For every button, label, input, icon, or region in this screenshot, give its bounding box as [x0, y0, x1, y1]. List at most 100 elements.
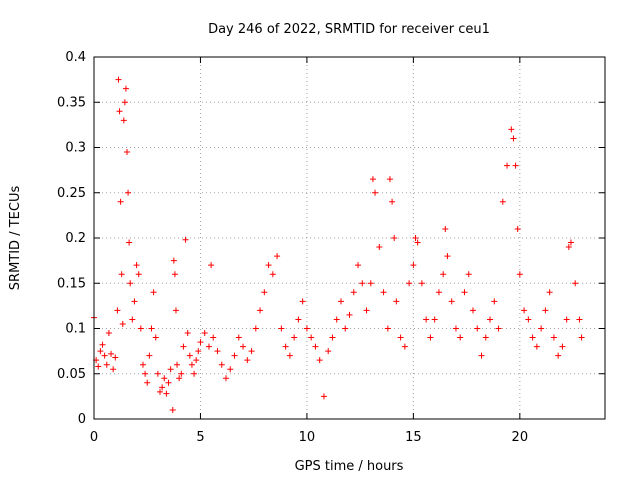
data-point [367, 280, 374, 287]
data-point [124, 149, 131, 156]
data-point [372, 189, 379, 196]
data-point [333, 316, 340, 323]
data-point [514, 225, 521, 232]
data-point [355, 262, 362, 269]
data-point [565, 244, 572, 251]
data-point [101, 352, 108, 359]
data-point [299, 298, 306, 305]
data-point [295, 316, 302, 323]
data-point [116, 108, 123, 115]
data-point [235, 334, 242, 341]
data-point [510, 135, 517, 142]
data-point [442, 225, 449, 232]
x-axis-label: GPS time / hours [295, 459, 404, 474]
data-point [412, 235, 419, 241]
data-point [525, 316, 532, 323]
y-tick-label: 0.35 [57, 95, 86, 110]
data-point [559, 343, 566, 350]
y-tick-label: 0.05 [57, 367, 86, 382]
data-point [478, 352, 485, 359]
data-point [218, 361, 225, 368]
data-point [137, 325, 144, 332]
data-point [440, 271, 447, 278]
data-point [563, 316, 570, 323]
y-tick-label: 0 [78, 412, 86, 427]
data-point [231, 352, 238, 359]
data-point [133, 262, 140, 269]
data-point [567, 239, 574, 246]
data-point [223, 375, 230, 382]
data-point [126, 239, 133, 246]
data-point [346, 311, 353, 318]
data-point [157, 388, 164, 395]
data-point [389, 198, 396, 205]
data-point [248, 348, 255, 355]
data-point [542, 307, 549, 314]
data-point [529, 334, 536, 341]
data-point [214, 348, 221, 355]
data-point [269, 271, 276, 278]
data-point [201, 330, 208, 337]
data-point [508, 126, 515, 133]
data-point [363, 307, 370, 314]
y-tick-label: 0.15 [57, 276, 86, 291]
data-point [469, 307, 476, 314]
data-point [165, 379, 172, 386]
axis-ticks: 0 0.05 0.1 0.15 0.2 0.25 0.3 0.35 0.4 0 5 10 15 20 [57, 50, 605, 445]
data-point [265, 262, 272, 269]
x-tick-label: 0 [90, 430, 98, 445]
data-point [118, 271, 125, 278]
y-axis-label: SRMTID / TECUs [8, 186, 23, 291]
data-point [401, 343, 408, 350]
data-point [521, 307, 528, 314]
data-point [452, 325, 459, 332]
data-point [184, 330, 191, 337]
data-point [261, 289, 268, 296]
data-point [114, 307, 121, 314]
data-point [193, 357, 200, 364]
data-point [172, 307, 179, 314]
data-point [495, 325, 502, 332]
data-point [186, 352, 193, 359]
x-tick-label: 15 [405, 430, 422, 445]
data-point [142, 370, 149, 377]
y-tick-label: 0.1 [65, 322, 86, 337]
data-point [110, 366, 117, 373]
data-point [369, 176, 376, 183]
data-point [282, 343, 289, 350]
data-point [171, 271, 178, 278]
data-point [135, 271, 142, 278]
data-point [578, 334, 585, 341]
data-point [286, 352, 293, 359]
data-point [457, 334, 464, 341]
data-point [410, 262, 417, 269]
y-tick-label: 0.3 [65, 141, 86, 156]
x-tick-label: 20 [512, 430, 529, 445]
data-point [97, 348, 104, 355]
data-point [576, 316, 583, 323]
data-point [154, 370, 161, 377]
data-point [139, 361, 146, 368]
data-point [546, 289, 553, 296]
data-point [291, 334, 298, 341]
data-point [325, 348, 332, 355]
data-point [386, 176, 393, 183]
data-point [572, 280, 579, 287]
data-point [337, 298, 344, 305]
data-point [482, 334, 489, 341]
data-point [163, 390, 170, 397]
data-point [115, 76, 122, 83]
data-point [380, 289, 387, 296]
data-point [174, 361, 181, 368]
data-point [474, 325, 481, 332]
data-point [125, 189, 132, 196]
data-point [146, 352, 153, 359]
data-point [144, 379, 151, 386]
data-point [121, 99, 128, 106]
data-point [376, 244, 383, 251]
data-point [312, 343, 319, 350]
data-point [491, 298, 498, 305]
data-point [359, 280, 366, 287]
data-point [384, 325, 391, 332]
